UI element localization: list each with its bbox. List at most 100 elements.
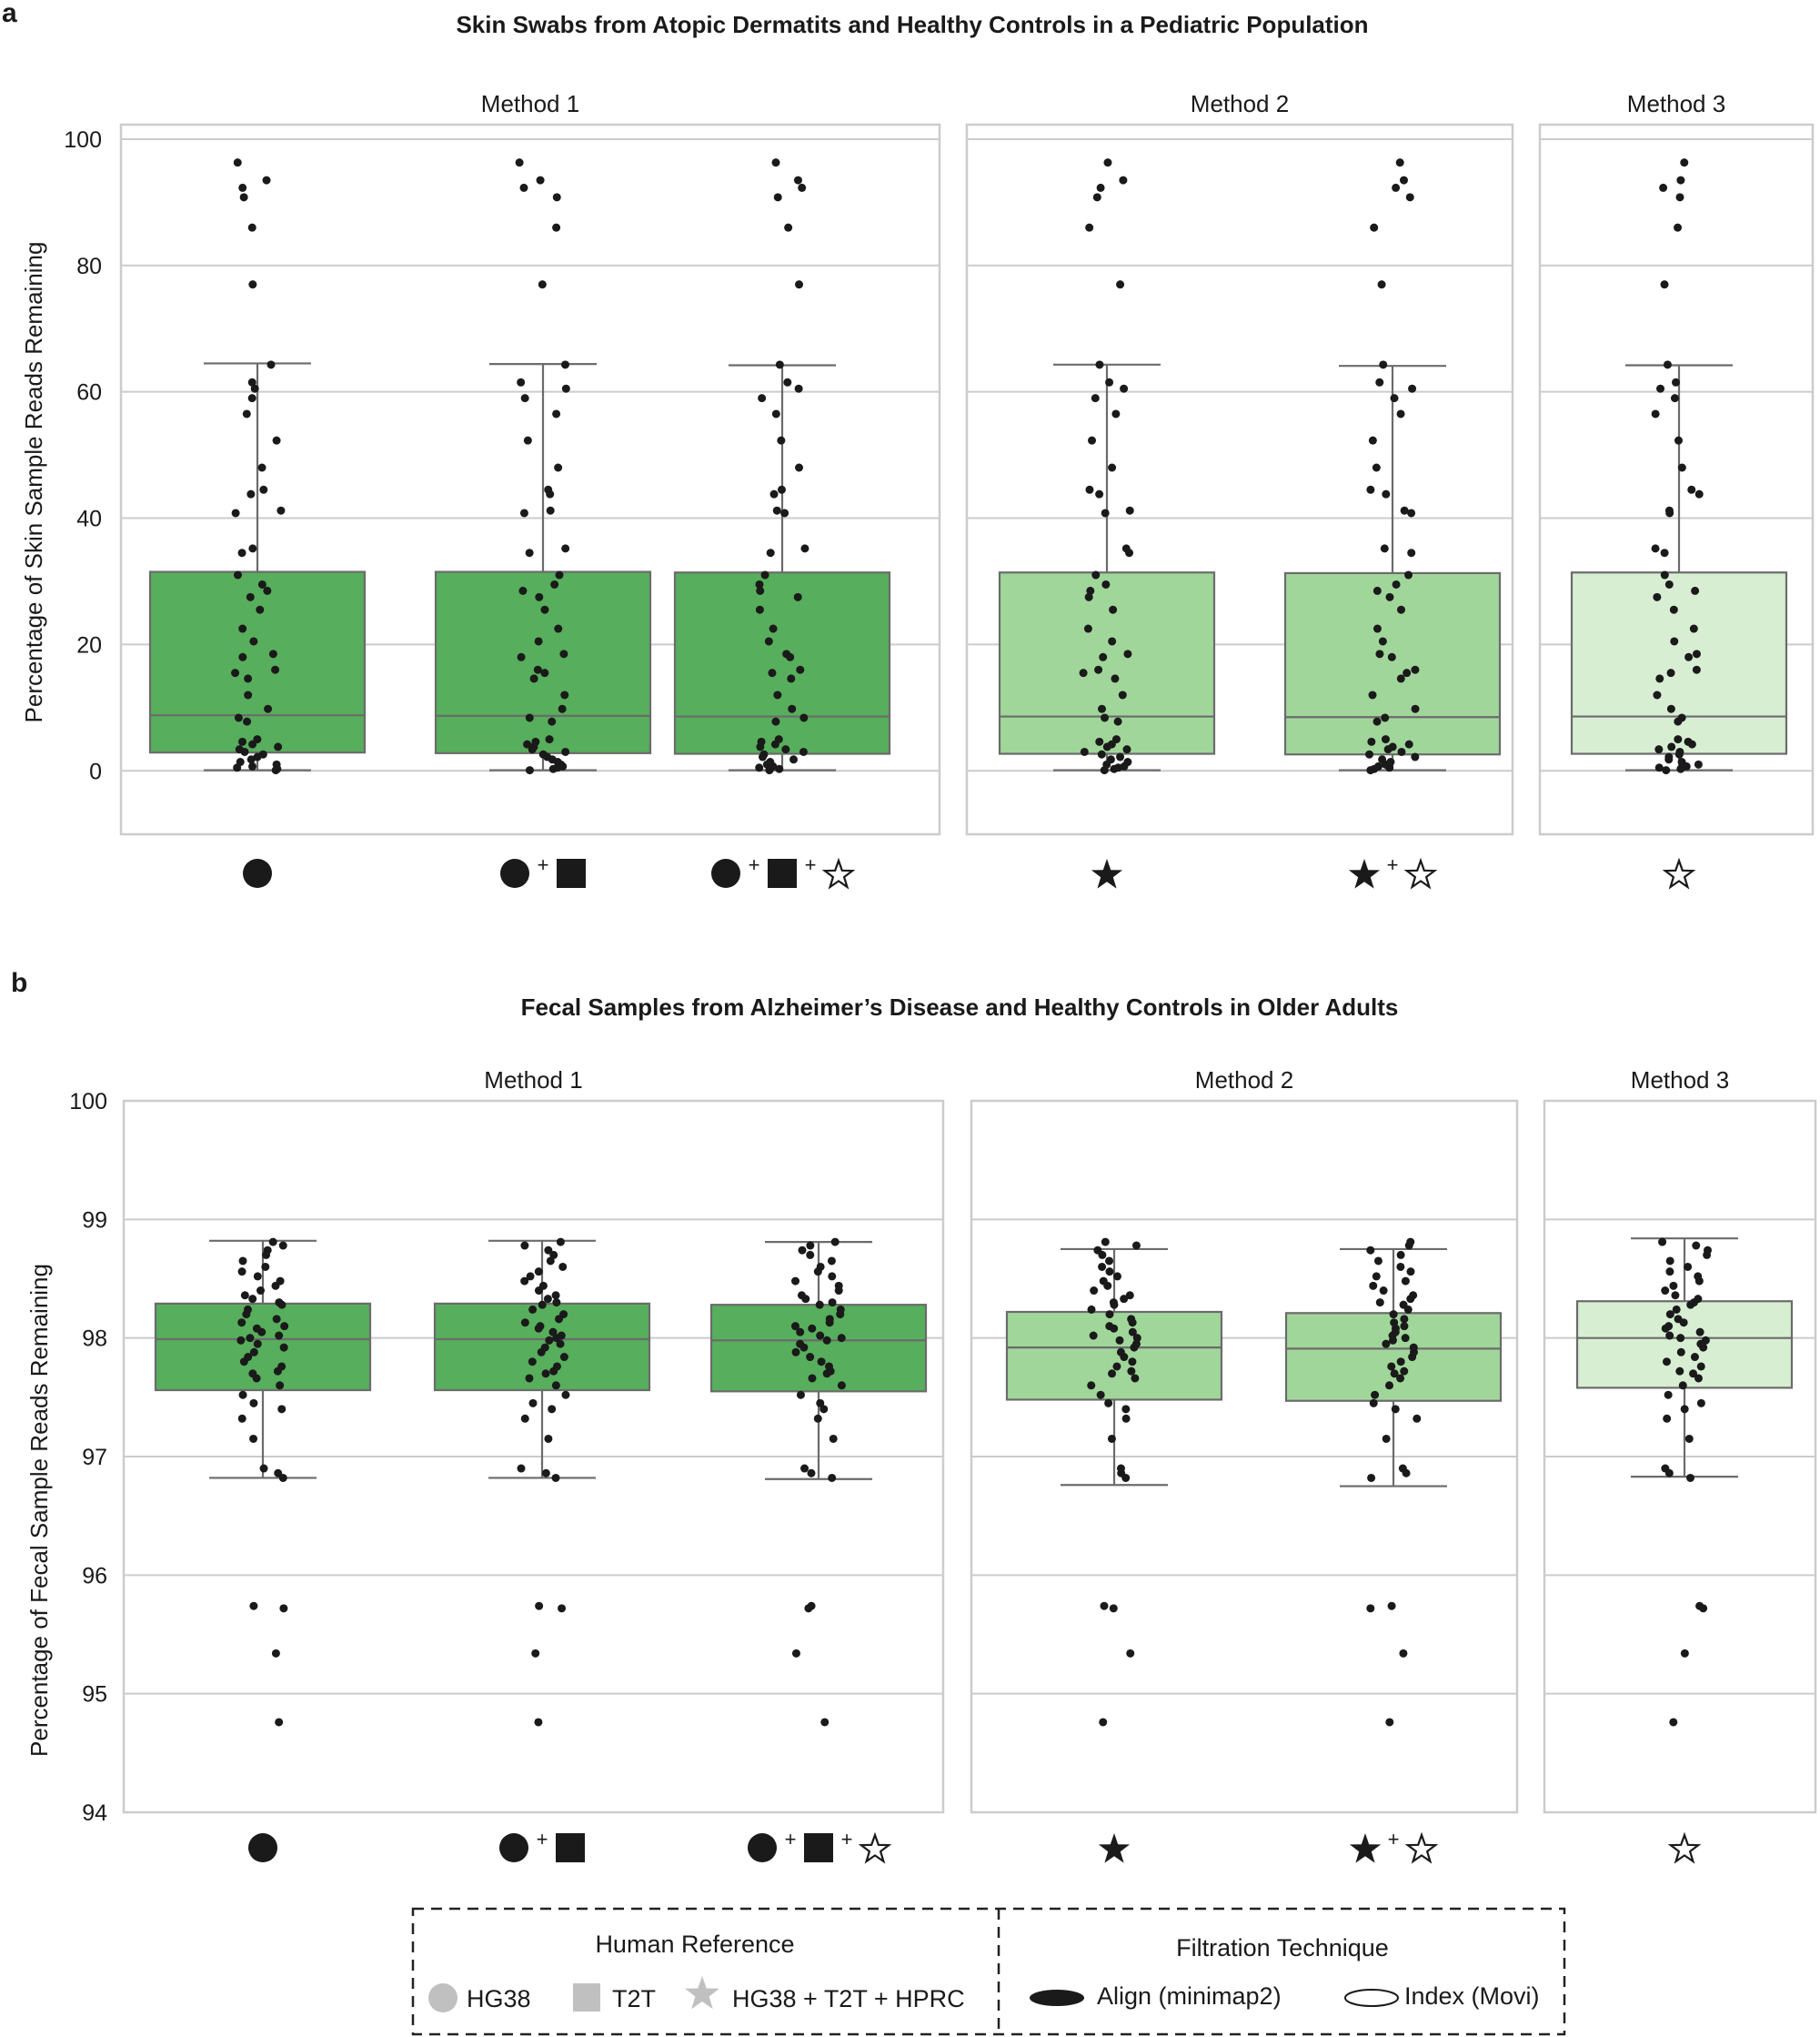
y-tick-label: 100: [69, 1089, 107, 1114]
data-point: [1399, 176, 1408, 185]
data-point: [806, 1353, 815, 1362]
data-point: [1400, 1366, 1409, 1376]
data-point: [552, 1362, 561, 1371]
box-group: [1283, 158, 1502, 775]
data-point: [1372, 463, 1381, 472]
data-point: [1665, 1267, 1674, 1276]
data-point: [1108, 1369, 1117, 1378]
data-point: [1111, 674, 1120, 683]
data-point: [828, 1272, 837, 1281]
data-point: [552, 223, 561, 232]
data-point: [795, 280, 804, 289]
legend-label-index: Index (Movi): [1404, 1982, 1540, 2010]
data-point: [1126, 1649, 1135, 1658]
data-point: [796, 1390, 805, 1399]
y-tick-label: 96: [82, 1563, 107, 1588]
data-point: [1676, 176, 1685, 185]
data-point: [561, 544, 570, 553]
data-point: [238, 652, 247, 661]
data-point: [249, 1601, 258, 1610]
data-point: [820, 1718, 830, 1727]
data-point: [531, 737, 540, 746]
data-point: [248, 1369, 257, 1378]
data-point: [788, 704, 797, 713]
data-point: [1703, 1245, 1712, 1255]
data-point: [1368, 691, 1377, 700]
data-point: [771, 409, 780, 418]
data-point: [249, 1347, 258, 1356]
chart-a: Method 1 Method 2 Method 3 0 20 40 60 80 100 + + + +: [64, 90, 1815, 890]
data-point: [1406, 1237, 1415, 1246]
data-point: [1105, 1267, 1114, 1276]
data-point: [272, 436, 281, 445]
y-tick-label: 60: [76, 380, 102, 406]
data-point: [1382, 1434, 1391, 1443]
data-point: [246, 1334, 255, 1343]
facet-frame: [1538, 123, 1815, 836]
data-point: [1660, 570, 1669, 580]
data-point: [1692, 665, 1701, 674]
data-point: [1411, 752, 1420, 761]
data-point: [277, 1405, 287, 1414]
data-point: [1694, 1295, 1703, 1304]
data-point: [520, 1318, 529, 1327]
data-point: [1656, 384, 1665, 393]
data-point: [822, 1336, 831, 1345]
data-point: [1125, 1291, 1134, 1300]
legend-title-human-reference: Human Reference: [595, 1931, 794, 1958]
data-point: [551, 1473, 560, 1482]
data-point: [560, 360, 569, 369]
data-point: [237, 1267, 246, 1276]
data-point: [279, 1604, 288, 1613]
data-point: [755, 763, 764, 772]
data-point: [1366, 485, 1375, 494]
plus-sign: +: [1387, 853, 1399, 876]
data-point: [561, 747, 570, 756]
data-point: [1677, 713, 1686, 722]
data-point: [1401, 1334, 1410, 1343]
data-point: [806, 1241, 815, 1250]
data-point: [240, 1291, 249, 1300]
square-icon: [804, 1833, 833, 1862]
data-point: [1661, 1464, 1670, 1473]
data-point: [1121, 1405, 1131, 1414]
data-point: [820, 1405, 829, 1414]
data-point: [1396, 1357, 1405, 1366]
data-point: [247, 394, 256, 403]
data-point: [1666, 669, 1675, 678]
data-point: [828, 1298, 837, 1307]
facet-frame: [965, 123, 1514, 836]
data-point: [1664, 1322, 1674, 1331]
box-group: [433, 1237, 651, 1727]
data-point: [782, 650, 791, 659]
legend: Human Reference Filtration Technique HG3…: [411, 1907, 1566, 2036]
data-point: [276, 1276, 285, 1286]
data-point: [766, 758, 775, 767]
facet-title: Method 3: [1627, 90, 1725, 117]
data-point: [534, 637, 543, 646]
data-point: [1677, 758, 1686, 767]
data-point: [773, 193, 782, 202]
data-point: [272, 1315, 281, 1324]
data-point: [538, 750, 548, 759]
data-point: [799, 713, 809, 722]
data-point: [1669, 1718, 1678, 1727]
data-point: [789, 755, 799, 764]
data-point: [1660, 549, 1669, 558]
data-point: [1373, 1256, 1383, 1266]
data-point: [1390, 1369, 1399, 1378]
data-point: [1127, 1315, 1136, 1324]
data-point: [837, 1334, 846, 1343]
data-point: [1387, 652, 1396, 661]
data-point: [1674, 436, 1683, 445]
star-open-icon: [1662, 857, 1696, 890]
data-point: [1692, 1241, 1701, 1250]
data-point: [1089, 1331, 1098, 1340]
data-point: [1118, 691, 1127, 700]
data-point: [1098, 1262, 1107, 1271]
data-point: [558, 1262, 568, 1271]
data-point: [266, 360, 276, 369]
data-point: [1411, 704, 1420, 713]
data-point: [1670, 394, 1679, 403]
data-point: [1370, 223, 1379, 232]
